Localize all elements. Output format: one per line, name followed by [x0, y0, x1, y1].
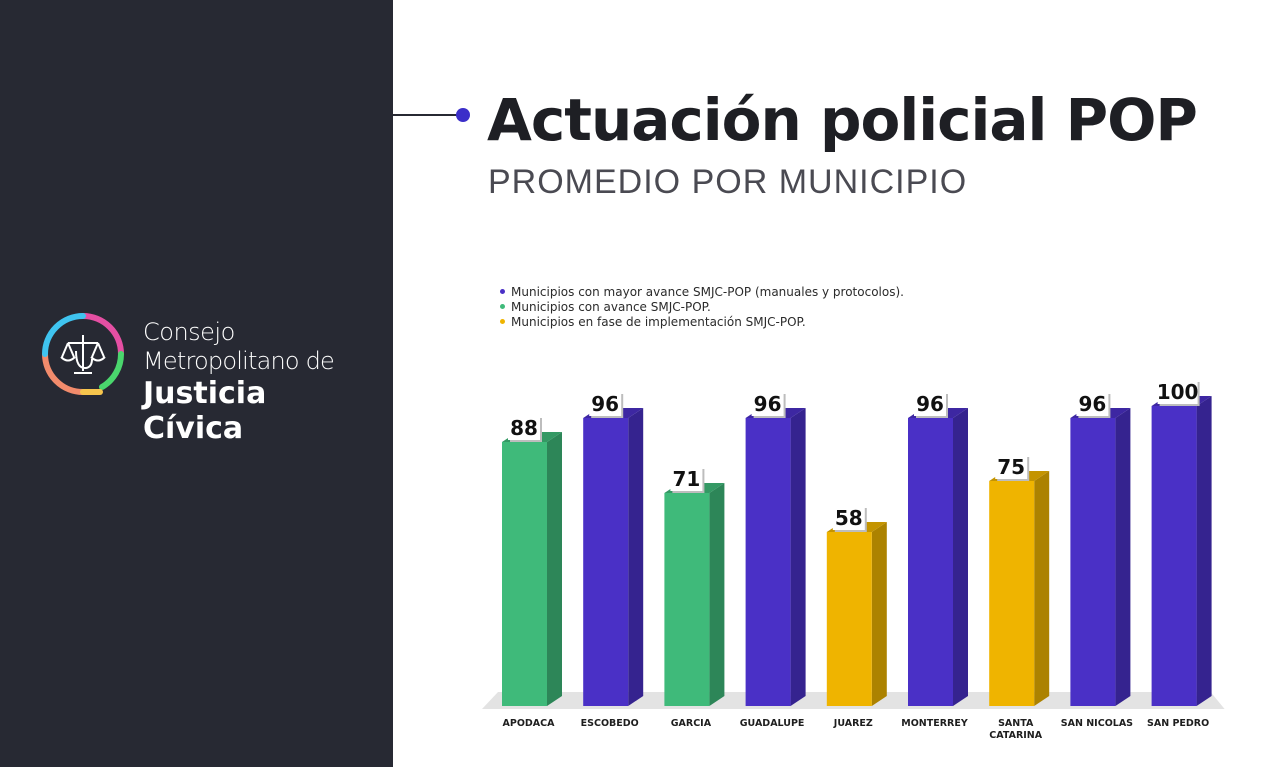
category-label: SANTA — [998, 718, 1034, 729]
brand-line-2: Metropolitano de — [143, 347, 335, 375]
data-label-box — [914, 392, 946, 416]
bar-side — [547, 432, 562, 706]
bar-san-nicolas: 96 — [1070, 392, 1131, 706]
bar-front — [583, 418, 629, 706]
data-label-box — [1076, 392, 1109, 416]
bar-side — [1034, 471, 1050, 706]
legend-label: Municipios en fase de implementación SMJ… — [511, 315, 806, 329]
bar-front — [1151, 406, 1197, 706]
bar-front — [908, 418, 953, 706]
data-label-box — [1157, 380, 1198, 404]
page-subtitle: PROMEDIO POR MUNICIPIO — [488, 163, 968, 201]
category-label: MONTERREY — [901, 718, 968, 729]
data-label: 96 — [916, 392, 944, 416]
bar-apodaca: 88 — [502, 416, 562, 706]
bar-juarez: 58 — [826, 506, 887, 706]
brand-line-3: Justicia — [143, 376, 267, 411]
data-label-box — [995, 455, 1028, 479]
bar-side — [1115, 408, 1131, 706]
category-label: SAN NICOLAS — [1061, 718, 1133, 729]
category-label: APODACA — [503, 718, 556, 729]
category-label: GARCIA — [671, 718, 712, 729]
category-label: JUAREZ — [833, 718, 873, 729]
legend-item: Municipios con mayor avance SMJC-POP (ma… — [500, 285, 904, 300]
data-label: 96 — [1078, 392, 1106, 416]
sidebar: Consejo Metropolitano de Justicia Cívica — [0, 0, 393, 767]
data-label: 58 — [835, 506, 863, 530]
bar-monterrey: 96 — [908, 392, 968, 706]
legend-label: Municipios con mayor avance SMJC-POP (ma… — [511, 285, 904, 299]
bar-san-pedro: 100 — [1151, 380, 1212, 706]
page-title: Actuación policial POP — [487, 86, 1198, 154]
bar-front — [826, 532, 872, 706]
title-connector-dot — [456, 108, 470, 122]
bar-side — [953, 408, 968, 706]
chart-legend: Municipios con mayor avance SMJC-POP (ma… — [500, 285, 904, 330]
scales-of-justice-icon — [42, 313, 125, 395]
legend-label: Municipios con avance SMJC-POP. — [511, 300, 711, 314]
legend-dot — [500, 289, 505, 294]
legend-item: Municipios con avance SMJC-POP. — [500, 300, 904, 315]
bar-front — [989, 481, 1035, 706]
brand-line-4: Cívica — [143, 411, 244, 446]
data-label-box — [589, 392, 622, 416]
data-label: 96 — [754, 392, 782, 416]
bar-side — [1196, 396, 1212, 706]
bar-front — [664, 493, 710, 706]
category-label: ESCOBEDO — [581, 718, 639, 729]
data-label: 100 — [1157, 380, 1199, 404]
data-label: 88 — [510, 416, 538, 440]
bar-front — [1070, 418, 1116, 706]
legend-dot — [500, 319, 505, 324]
category-label: GUADALUPE — [740, 718, 805, 729]
bar-front — [502, 442, 547, 706]
bar-garcia: 71 — [664, 467, 725, 706]
legend-dot — [500, 304, 505, 309]
legend-item: Municipios en fase de implementación SMJ… — [500, 315, 904, 330]
bar-side — [871, 522, 887, 706]
bar-escobedo: 96 — [583, 392, 644, 706]
data-label-box — [832, 506, 865, 530]
bar-side — [628, 408, 644, 706]
brand-line-1: Consejo — [143, 318, 235, 346]
data-label: 96 — [591, 392, 619, 416]
bar-guadalupe: 96 — [745, 392, 806, 706]
data-label: 71 — [672, 467, 700, 491]
bar-front — [745, 418, 791, 706]
data-label-box — [508, 416, 540, 440]
bar-side — [790, 408, 806, 706]
data-label-box — [670, 467, 703, 491]
data-label: 75 — [997, 455, 1025, 479]
bar-side — [709, 483, 725, 706]
category-label: CATARINA — [989, 730, 1042, 741]
category-label: SAN PEDRO — [1147, 718, 1209, 729]
bar-santa-catarina: 75 — [989, 455, 1050, 706]
title-connector-line — [393, 114, 459, 116]
data-label-box — [751, 392, 784, 416]
